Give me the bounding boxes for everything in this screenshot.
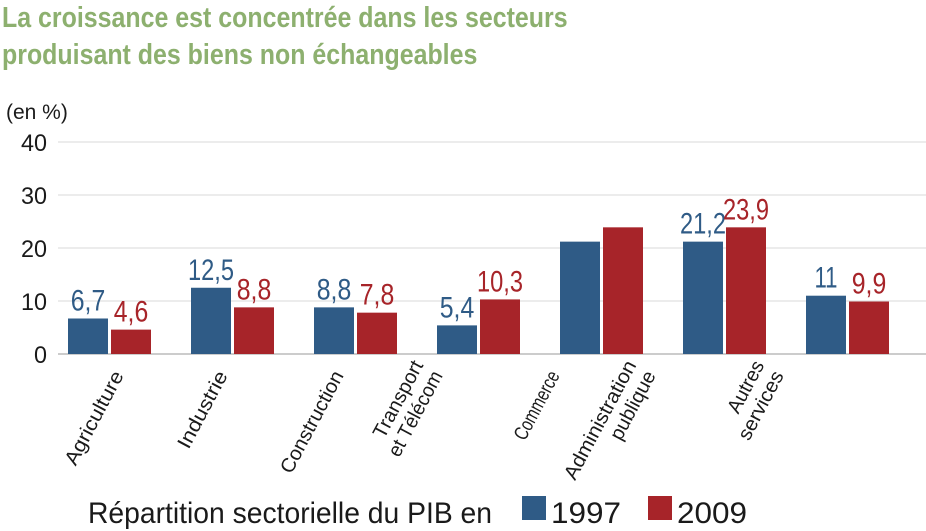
bar-1997 <box>683 241 723 354</box>
bar-1997 <box>191 287 231 354</box>
bar-2009 <box>111 329 151 354</box>
category-label: Construction <box>276 367 348 477</box>
bars <box>68 227 889 354</box>
legend-label-2009: 2009 <box>677 497 747 530</box>
chart-title-line-1: La croissance est concentrée dans les se… <box>2 2 568 34</box>
bar-2009 <box>480 299 520 354</box>
data-label: 4,6 <box>114 296 149 329</box>
y-tick-label: 30 <box>21 183 47 210</box>
data-label: 6,7 <box>71 284 106 317</box>
category-label: Industrie <box>173 367 232 452</box>
data-label: 9,9 <box>852 268 887 301</box>
chart-title-line-2: produisant des biens non échangeables <box>2 39 478 71</box>
category-label-line: Construction <box>276 367 348 477</box>
bar-2009 <box>849 301 889 354</box>
category-label-line: Commerce <box>510 367 565 444</box>
bar-2009 <box>234 307 274 354</box>
legend-swatch-2009 <box>648 496 672 520</box>
legend-title: Répartition sectorielle du PIB en <box>88 497 492 530</box>
data-label: 12,5 <box>188 254 234 287</box>
bar-1997 <box>437 325 477 354</box>
data-label: 7,8 <box>360 279 395 312</box>
y-axis-label: (en %) <box>6 101 68 124</box>
data-label: 8,8 <box>317 273 352 306</box>
bar-1997 <box>560 241 600 354</box>
category-label: Commerce <box>510 367 565 444</box>
data-label: 10,3 <box>477 265 523 298</box>
y-tick-label: 10 <box>21 289 47 316</box>
bar-1997 <box>806 295 846 354</box>
bar-1997 <box>68 318 108 354</box>
y-tick-label: 0 <box>34 342 47 369</box>
y-tick-label: 40 <box>21 130 47 157</box>
data-label: 11 <box>815 262 838 295</box>
bar-2009 <box>726 227 766 354</box>
data-label: 21,2 <box>680 208 726 241</box>
data-label: 8,8 <box>237 273 272 306</box>
legend: Répartition sectorielle du PIB en 1997 200… <box>88 496 747 530</box>
category-label: Agriculture <box>61 367 129 469</box>
chart-title: La croissance est concentrée dans les se… <box>2 0 793 74</box>
category-label-line: Agriculture <box>61 367 129 469</box>
y-axis: 0 10 20 30 40 (en %) <box>6 101 68 369</box>
data-label: 23,9 <box>723 193 769 226</box>
bar-2009 <box>357 312 397 354</box>
bar-2009 <box>603 227 643 354</box>
legend-label-1997: 1997 <box>551 497 621 530</box>
data-label: 5,4 <box>440 291 475 324</box>
data-labels: 6,74,612,58,88,87,85,410,321,223,9119,93… <box>71 193 887 329</box>
category-label-line: Industrie <box>173 367 232 452</box>
legend-swatch-1997 <box>522 496 546 520</box>
category-labels: Agriculture Industrie Construction Transpor… <box>61 357 789 484</box>
bar-1997 <box>314 307 354 354</box>
y-tick-label: 20 <box>21 236 47 263</box>
